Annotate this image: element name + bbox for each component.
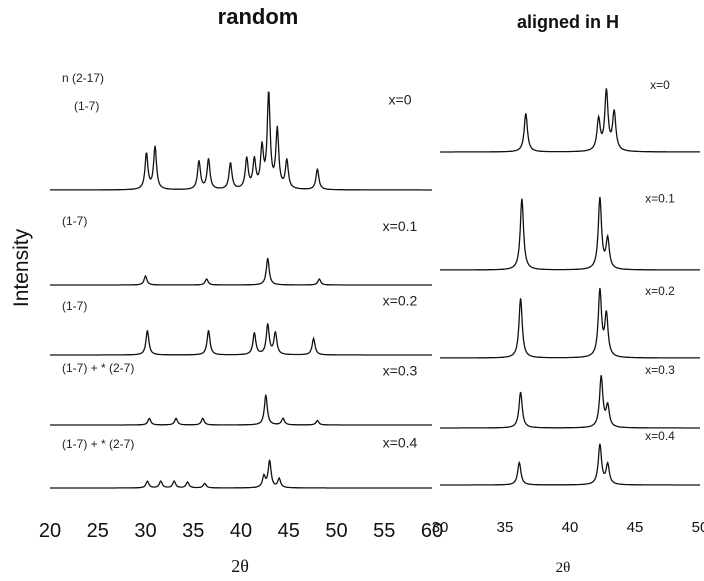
x-tick-label: 55 bbox=[373, 520, 395, 542]
x-tick-label: 30 bbox=[432, 519, 449, 536]
diffraction-trace bbox=[50, 257, 432, 286]
phase-label: (1-7) bbox=[74, 99, 99, 113]
x-tick-label: 40 bbox=[562, 519, 579, 536]
diffraction-trace bbox=[440, 287, 700, 359]
diffraction-trace bbox=[50, 323, 432, 356]
x-tick-label: 45 bbox=[278, 520, 300, 542]
random-x-ticks: 20 25 30 35 40 45 50 55 60 bbox=[39, 520, 443, 542]
diffraction-trace bbox=[440, 443, 700, 486]
phase-label: (1-7) bbox=[62, 299, 87, 313]
composition-label: x=0.4 bbox=[645, 429, 675, 443]
random-traces: x=0 n (2-17) (1-7) x=0.1 (1-7) x=0.2 (1-7) x=0.… bbox=[50, 71, 432, 489]
x-tick-label: 40 bbox=[230, 520, 252, 542]
x-tick-label: 45 bbox=[627, 519, 644, 536]
composition-label: x=0.2 bbox=[645, 284, 675, 298]
aligned-x-ticks: 30 35 40 45 50 bbox=[432, 519, 704, 536]
diffraction-trace bbox=[440, 196, 700, 271]
x-tick-label: 35 bbox=[497, 519, 514, 536]
diffraction-trace bbox=[50, 91, 432, 191]
phase-label: (1-7) + * (2-7) bbox=[62, 437, 134, 451]
diffraction-trace bbox=[50, 459, 432, 489]
y-axis-label: Intensity bbox=[10, 228, 33, 307]
right-x-axis-label: 2θ bbox=[556, 560, 571, 576]
aligned-panel-title: aligned in H bbox=[517, 12, 619, 32]
composition-label: x=0.3 bbox=[645, 363, 675, 377]
x-tick-label: 30 bbox=[134, 520, 156, 542]
diffraction-trace bbox=[440, 88, 700, 153]
composition-label: x=0 bbox=[650, 78, 670, 92]
random-panel-title: random bbox=[218, 4, 299, 29]
aligned-traces: x=0 x=0.1 x=0.2 x=0.3 x=0.4 bbox=[440, 78, 700, 486]
x-tick-label: 60 bbox=[421, 520, 443, 542]
composition-label: x=0.3 bbox=[383, 363, 418, 379]
phase-label: n (2-17) bbox=[62, 71, 104, 85]
x-tick-label: 25 bbox=[87, 520, 109, 542]
diffraction-trace bbox=[50, 394, 432, 426]
composition-label: x=0.4 bbox=[383, 435, 418, 451]
x-tick-label: 50 bbox=[325, 520, 347, 542]
composition-label: x=0.1 bbox=[383, 218, 418, 234]
x-tick-label: 20 bbox=[39, 520, 61, 542]
x-tick-label: 50 bbox=[692, 519, 704, 536]
x-tick-label: 35 bbox=[182, 520, 204, 542]
composition-label: x=0.2 bbox=[383, 293, 418, 309]
composition-label: x=0.1 bbox=[645, 192, 675, 206]
left-x-axis-label: 2θ bbox=[231, 556, 249, 576]
phase-label: (1-7) + * (2-7) bbox=[62, 361, 134, 375]
composition-label: x=0 bbox=[389, 92, 412, 108]
phase-label: (1-7) bbox=[62, 214, 87, 228]
diffraction-trace bbox=[440, 375, 700, 429]
